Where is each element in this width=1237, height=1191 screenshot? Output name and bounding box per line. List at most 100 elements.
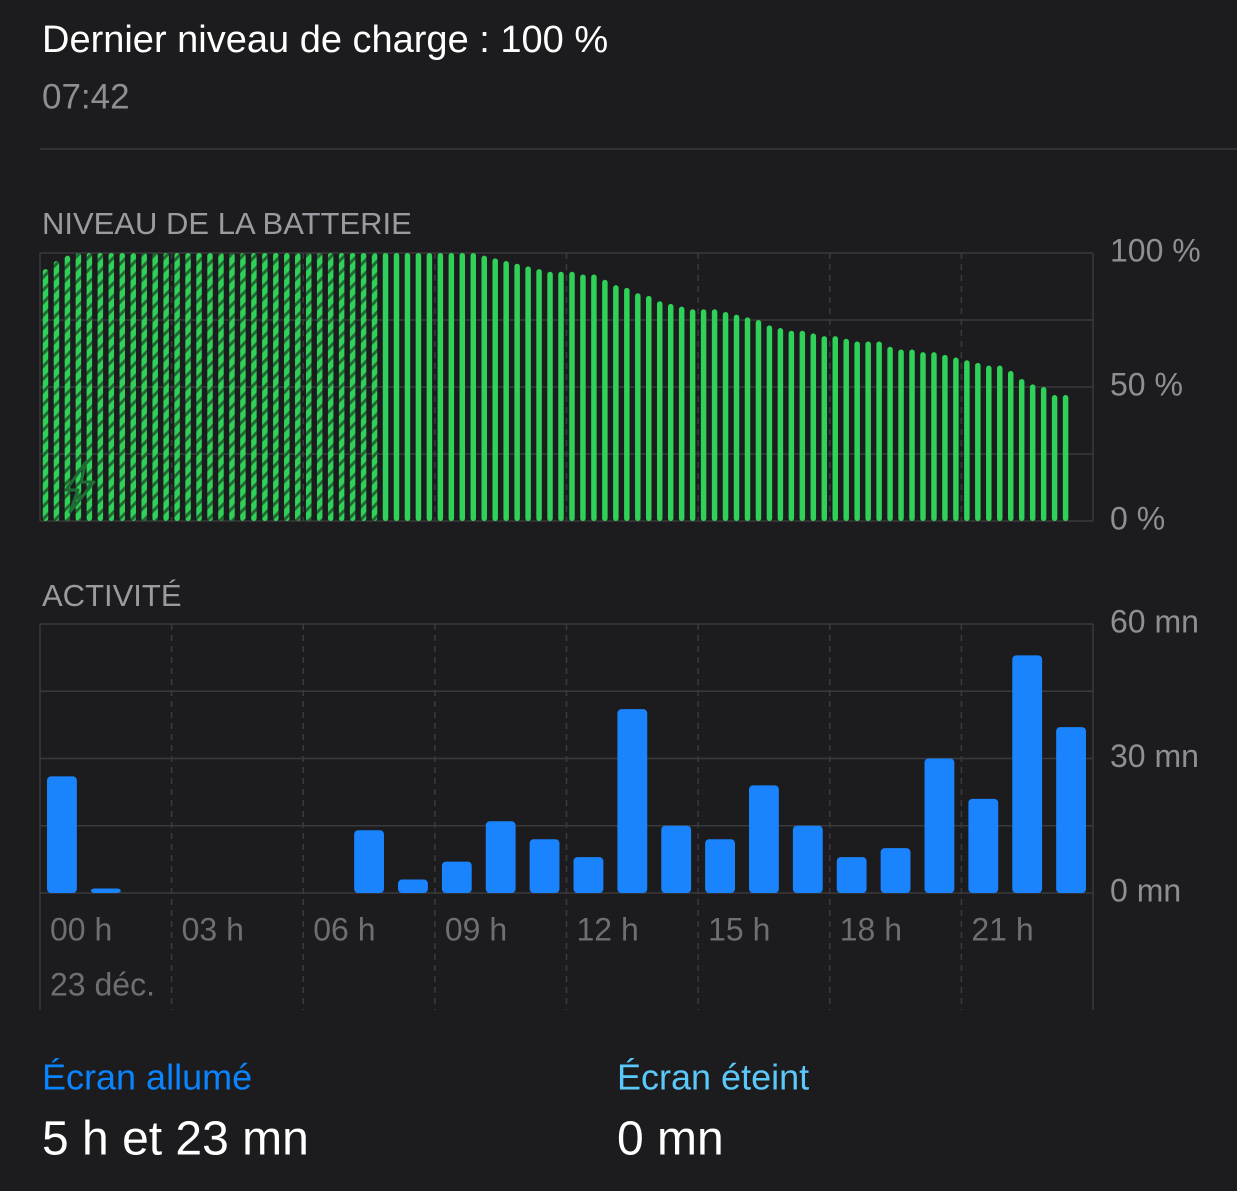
activity-bar [661, 825, 692, 893]
charging-bar [141, 253, 147, 521]
battery-bar [722, 311, 729, 521]
battery-bar [733, 314, 740, 521]
battery-bar [602, 279, 608, 521]
activity-title: ACTIVITÉ [42, 578, 182, 613]
battery-bar [799, 330, 806, 521]
charging-bar [86, 253, 93, 521]
charging-bar [229, 253, 235, 521]
battery-bar [700, 309, 707, 521]
battery-bar [953, 357, 959, 521]
battery-bar [1040, 387, 1047, 521]
charging-bar [240, 253, 246, 521]
battery-bar [909, 349, 915, 521]
charging-bar [371, 253, 378, 521]
charging-bar [97, 253, 104, 521]
battery-bar [887, 346, 893, 521]
x-tick-label: 09 h [445, 911, 507, 947]
battery-bar [931, 352, 937, 521]
y-tick-label: 0 % [1110, 500, 1165, 536]
charging-bar [316, 253, 323, 521]
activity-bar [1012, 655, 1043, 893]
charging-icon [64, 460, 96, 514]
charging-bar [327, 253, 334, 521]
battery-bar [975, 362, 981, 521]
battery-bar [788, 330, 795, 521]
charging-bar [185, 253, 191, 521]
activity-bar [968, 798, 999, 893]
battery-bar [755, 320, 762, 521]
activity-bar [880, 848, 911, 893]
activity-bar [749, 785, 779, 893]
battery-bar [580, 274, 586, 521]
charging-bar [295, 253, 301, 521]
charging-bar [108, 253, 115, 521]
charging-bar [130, 253, 136, 521]
battery-bar [646, 295, 652, 521]
battery-bar [1018, 378, 1025, 521]
battery-bar [678, 306, 685, 521]
battery-bar [393, 253, 400, 521]
activity-bar [529, 839, 560, 893]
activity-bar [836, 857, 867, 893]
y-tick-label: 50 % [1110, 366, 1183, 402]
charging-bar [218, 253, 224, 521]
y-tick-label: 30 mn [1110, 738, 1199, 774]
activity-bar [485, 821, 516, 893]
x-tick-label: 06 h [313, 911, 375, 947]
charging-bar [273, 253, 279, 521]
y-tick-label: 60 mn [1110, 603, 1199, 639]
charging-bar [284, 253, 290, 521]
battery-bar [415, 253, 422, 521]
battery-bar [843, 338, 849, 521]
activity-bar [705, 839, 735, 893]
battery-bar [635, 293, 641, 521]
activity-bar [441, 861, 472, 893]
activity-bar [90, 888, 121, 893]
screen-off-label: Écran éteint [617, 1057, 809, 1098]
battery-bar [986, 365, 992, 521]
battery-bar [591, 274, 597, 521]
charging-bar [163, 253, 169, 521]
battery-bar [437, 253, 444, 521]
battery-bar [613, 285, 619, 521]
activity-bar [354, 830, 384, 893]
battery-bar [821, 336, 828, 521]
charging-bar [42, 269, 49, 521]
activity-bar [617, 709, 648, 893]
charging-bar [152, 253, 158, 521]
charging-bar [338, 253, 345, 521]
battery-bar [810, 333, 817, 521]
battery-bar [964, 360, 970, 521]
battery-bar [689, 309, 696, 521]
battery-bar [744, 317, 751, 521]
battery-bar [656, 301, 663, 521]
x-tick-label: 15 h [708, 911, 770, 947]
battery-bar [865, 341, 871, 521]
x-tick-label: 03 h [182, 911, 244, 947]
activity-bar [1056, 727, 1086, 893]
charging-bar [64, 255, 71, 521]
charging-bar [305, 253, 312, 521]
battery-bar [920, 352, 926, 521]
x-tick-label: 12 h [577, 911, 639, 947]
battery-bar [898, 349, 904, 521]
battery-bar [448, 253, 455, 521]
battery-bar [711, 309, 718, 521]
x-tick-label: 18 h [840, 911, 902, 947]
battery-bar [832, 336, 838, 521]
battery-bar [404, 253, 411, 521]
battery-bar [766, 325, 773, 521]
battery-bar [426, 253, 433, 521]
activity-bar [398, 879, 428, 893]
screen-off-value: 0 mn [617, 1113, 724, 1166]
charging-bar [207, 253, 213, 521]
battery-bar [558, 271, 564, 521]
battery-bar [503, 261, 509, 521]
battery-bar [777, 328, 784, 521]
battery-bar [481, 255, 487, 521]
battery-bar [1051, 395, 1058, 521]
charging-bar [174, 253, 180, 521]
